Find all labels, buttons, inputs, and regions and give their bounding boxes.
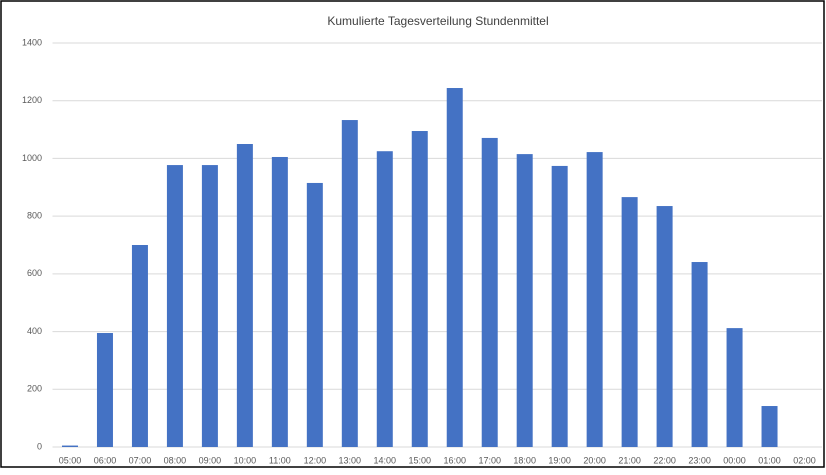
bar bbox=[131, 245, 148, 447]
x-tick-label: 17:00 bbox=[478, 455, 501, 465]
bar bbox=[691, 262, 708, 447]
bar bbox=[341, 120, 358, 447]
bar bbox=[166, 165, 183, 447]
chart-title: Kumulierte Tagesverteilung Stundenmittel bbox=[327, 14, 548, 28]
x-tick-label: 10:00 bbox=[234, 455, 257, 465]
bar bbox=[726, 328, 743, 447]
bar bbox=[586, 152, 603, 447]
bar bbox=[551, 165, 568, 447]
bar bbox=[376, 151, 393, 447]
bar bbox=[656, 206, 673, 447]
x-tick-label: 05:00 bbox=[59, 455, 82, 465]
bar bbox=[306, 182, 323, 447]
bar bbox=[61, 445, 78, 447]
bar bbox=[621, 197, 638, 447]
bar bbox=[481, 137, 498, 447]
x-tick-label: 11:00 bbox=[269, 455, 291, 465]
x-tick-label: 15:00 bbox=[408, 455, 431, 465]
x-tick-label: 09:00 bbox=[199, 455, 222, 465]
x-tick-label: 06:00 bbox=[94, 455, 117, 465]
x-tick-label: 00:00 bbox=[723, 455, 746, 465]
bar bbox=[96, 333, 113, 447]
y-tick-label: 200 bbox=[27, 384, 42, 394]
y-tick-label: 0 bbox=[37, 441, 42, 451]
x-tick-label: 08:00 bbox=[164, 455, 187, 465]
y-tick-label: 1400 bbox=[22, 37, 42, 47]
y-tick-label: 1000 bbox=[22, 153, 42, 163]
x-tick-label: 14:00 bbox=[374, 455, 397, 465]
y-tick-label: 600 bbox=[27, 268, 42, 278]
y-tick-label: 400 bbox=[27, 326, 42, 336]
bar bbox=[236, 144, 253, 447]
bar bbox=[201, 165, 218, 447]
bar bbox=[271, 156, 288, 447]
y-tick-label: 800 bbox=[27, 211, 42, 221]
bar bbox=[761, 406, 778, 447]
x-tick-label: 18:00 bbox=[513, 455, 536, 465]
bar bbox=[446, 88, 463, 447]
bar bbox=[411, 131, 428, 447]
bar bbox=[516, 154, 533, 447]
x-tick-label: 23:00 bbox=[688, 455, 711, 465]
y-tick-label: 1200 bbox=[22, 95, 42, 105]
x-tick-label: 07:00 bbox=[129, 455, 152, 465]
x-tick-label: 16:00 bbox=[443, 455, 466, 465]
x-tick-label: 21:00 bbox=[618, 455, 641, 465]
x-tick-label: 13:00 bbox=[339, 455, 362, 465]
x-tick-label: 02:00 bbox=[793, 455, 816, 465]
x-tick-label: 01:00 bbox=[758, 455, 781, 465]
x-tick-label: 12:00 bbox=[304, 455, 327, 465]
x-tick-label: 22:00 bbox=[653, 455, 676, 465]
x-tick-label: 20:00 bbox=[583, 455, 606, 465]
x-tick-label: 19:00 bbox=[548, 455, 571, 465]
